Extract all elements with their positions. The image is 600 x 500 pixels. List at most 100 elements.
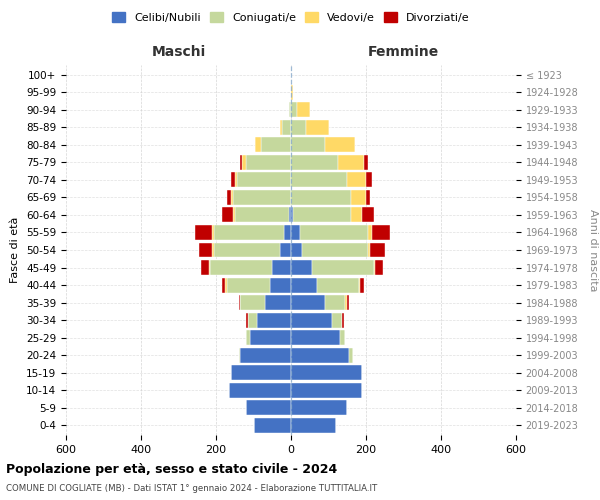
- Bar: [291, 348, 349, 362]
- Bar: [306, 120, 329, 134]
- Bar: [340, 330, 346, 345]
- Bar: [196, 225, 212, 240]
- Bar: [280, 242, 291, 258]
- Bar: [291, 102, 296, 117]
- Bar: [241, 295, 265, 310]
- Text: Maschi: Maschi: [151, 45, 206, 59]
- Bar: [227, 190, 231, 205]
- Bar: [241, 155, 242, 170]
- Bar: [361, 278, 364, 292]
- Bar: [239, 295, 241, 310]
- Bar: [265, 295, 291, 310]
- Bar: [291, 418, 336, 433]
- Bar: [242, 155, 246, 170]
- Bar: [291, 242, 302, 258]
- Bar: [201, 260, 209, 275]
- Bar: [212, 242, 214, 258]
- Bar: [325, 138, 355, 152]
- Bar: [359, 278, 361, 292]
- Bar: [371, 225, 391, 240]
- Bar: [368, 225, 371, 240]
- Bar: [246, 330, 250, 345]
- Bar: [246, 400, 291, 415]
- Bar: [221, 208, 233, 222]
- Bar: [246, 312, 248, 328]
- Bar: [246, 155, 291, 170]
- Bar: [226, 278, 227, 292]
- Bar: [250, 330, 291, 345]
- Y-axis label: Anni di nascita: Anni di nascita: [588, 209, 598, 291]
- Bar: [254, 418, 291, 433]
- Bar: [291, 208, 293, 222]
- Bar: [214, 242, 280, 258]
- Text: COMUNE DI COGLIATE (MB) - Dati ISTAT 1° gennaio 2024 - Elaborazione TUTTITALIA.I: COMUNE DI COGLIATE (MB) - Dati ISTAT 1° …: [6, 484, 377, 493]
- Bar: [301, 225, 368, 240]
- Bar: [236, 172, 291, 188]
- Bar: [229, 383, 291, 398]
- Bar: [241, 348, 291, 362]
- Bar: [257, 312, 291, 328]
- Bar: [347, 172, 366, 188]
- Bar: [289, 208, 291, 222]
- Text: Popolazione per età, sesso e stato civile - 2024: Popolazione per età, sesso e stato civil…: [6, 462, 337, 475]
- Bar: [291, 278, 317, 292]
- Bar: [291, 312, 332, 328]
- Bar: [248, 312, 257, 328]
- Bar: [296, 102, 310, 117]
- Bar: [235, 208, 289, 222]
- Bar: [364, 155, 368, 170]
- Bar: [214, 225, 284, 240]
- Bar: [291, 260, 311, 275]
- Bar: [209, 260, 211, 275]
- Bar: [235, 172, 236, 188]
- Bar: [302, 242, 368, 258]
- Bar: [289, 102, 291, 117]
- Bar: [231, 172, 235, 188]
- Bar: [284, 225, 291, 240]
- Bar: [280, 120, 281, 134]
- Bar: [291, 330, 340, 345]
- Bar: [373, 260, 376, 275]
- Bar: [332, 312, 341, 328]
- Bar: [233, 208, 235, 222]
- Bar: [362, 208, 373, 222]
- Bar: [233, 190, 291, 205]
- Text: Femmine: Femmine: [368, 45, 439, 59]
- Bar: [231, 190, 233, 205]
- Bar: [293, 208, 351, 222]
- Bar: [346, 295, 347, 310]
- Bar: [227, 278, 271, 292]
- Bar: [256, 138, 261, 152]
- Bar: [317, 278, 359, 292]
- Bar: [291, 295, 325, 310]
- Bar: [212, 225, 214, 240]
- Bar: [272, 260, 291, 275]
- Bar: [341, 312, 343, 328]
- Bar: [338, 155, 364, 170]
- Bar: [347, 295, 349, 310]
- Legend: Celibi/Nubili, Coniugati/e, Vedovi/e, Divorziati/e: Celibi/Nubili, Coniugati/e, Vedovi/e, Di…: [108, 8, 474, 28]
- Bar: [239, 348, 241, 362]
- Bar: [291, 84, 293, 100]
- Bar: [351, 208, 362, 222]
- Bar: [291, 138, 325, 152]
- Y-axis label: Fasce di età: Fasce di età: [10, 217, 20, 283]
- Bar: [291, 190, 351, 205]
- Bar: [199, 242, 212, 258]
- Bar: [351, 190, 366, 205]
- Bar: [376, 260, 383, 275]
- Bar: [271, 278, 291, 292]
- Bar: [231, 366, 291, 380]
- Bar: [261, 138, 291, 152]
- Bar: [349, 348, 353, 362]
- Bar: [291, 400, 347, 415]
- Bar: [368, 242, 370, 258]
- Bar: [291, 366, 362, 380]
- Bar: [211, 260, 272, 275]
- Bar: [291, 172, 347, 188]
- Bar: [291, 225, 301, 240]
- Bar: [291, 383, 362, 398]
- Bar: [366, 172, 371, 188]
- Bar: [221, 278, 226, 292]
- Bar: [366, 190, 370, 205]
